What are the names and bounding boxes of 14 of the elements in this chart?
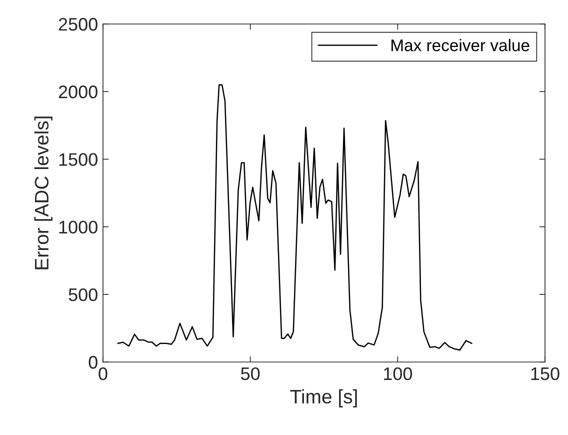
x-tick-label: 50: [241, 367, 260, 380]
y-axis-title: Error [ADC levels]: [34, 116, 52, 270]
y-tick-label: 2500: [58, 18, 98, 31]
x-axis-title: Time [s]: [290, 389, 357, 408]
y-tick-label: 500: [68, 288, 98, 302]
y-tick-label: 1500: [59, 153, 98, 166]
legend-label: Max receiver value: [392, 39, 530, 52]
y-tick-label: 1000: [59, 220, 98, 234]
x-tick-label: 150: [531, 367, 560, 380]
line-series: [117, 84, 472, 351]
x-tick-label: 100: [384, 367, 412, 380]
y-tick-label: 2000: [58, 86, 98, 98]
x-tick-label: 0: [98, 367, 108, 380]
y-tick-label: 0: [88, 356, 98, 369]
